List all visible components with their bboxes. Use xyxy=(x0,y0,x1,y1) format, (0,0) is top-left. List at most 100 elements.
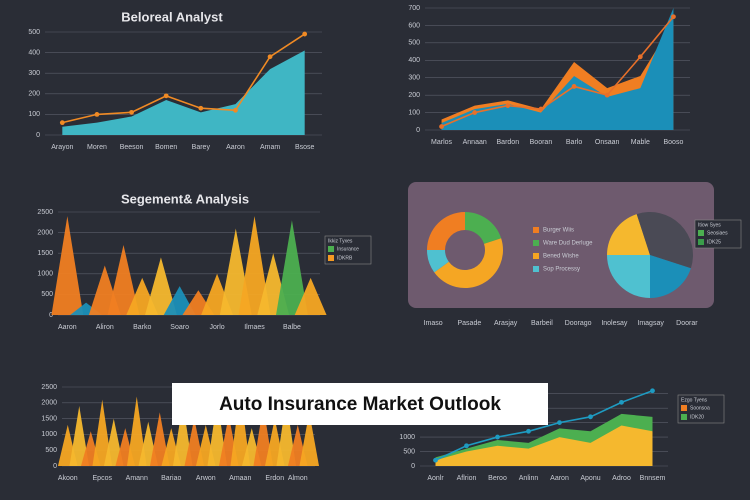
y-tick-label: 400 xyxy=(408,57,420,64)
y-tick-label: 400 xyxy=(28,49,40,56)
point xyxy=(464,443,469,449)
y-tick-label: 1000 xyxy=(37,271,53,278)
point xyxy=(538,106,544,112)
point xyxy=(129,109,134,115)
point xyxy=(302,31,308,37)
point xyxy=(557,420,562,426)
y-tick-label: 0 xyxy=(416,127,420,134)
point xyxy=(495,434,500,440)
x-tick-label: Balbe xyxy=(283,324,301,331)
peak xyxy=(51,216,84,315)
y-tick-label: 1000 xyxy=(399,434,415,441)
y-tick-label: 500 xyxy=(41,291,53,298)
x-tick-label: Imaso xyxy=(424,320,443,327)
point xyxy=(94,112,100,117)
legend-label: Bened Wishe xyxy=(543,254,579,260)
y-tick-label: 1500 xyxy=(41,415,57,422)
y-tick-label: 2500 xyxy=(37,209,53,216)
chart-title: Beloreal Analyst xyxy=(121,9,223,24)
y-tick-label: 0 xyxy=(53,463,57,470)
point xyxy=(267,54,273,60)
y-tick-label: 500 xyxy=(408,40,420,47)
point xyxy=(233,107,238,113)
chart-title: Segement& Analysis xyxy=(121,191,249,206)
pie-slice xyxy=(607,214,650,255)
legend-swatch xyxy=(533,253,539,259)
x-tick-label: Aonlr xyxy=(427,475,444,482)
banner-title: Auto Insurance Market Outlook xyxy=(219,394,501,415)
legend-swatch xyxy=(533,240,539,246)
legend-label: Insurance xyxy=(337,246,359,252)
x-tick-label: Barko xyxy=(133,324,151,331)
area xyxy=(62,50,305,135)
legend-swatch xyxy=(533,227,539,233)
legend-swatch xyxy=(698,239,704,245)
y-tick-label: 700 xyxy=(408,5,420,12)
legend-label: IDK25 xyxy=(707,239,721,245)
x-tick-label: Barlo xyxy=(566,139,582,146)
x-tick-label: Barey xyxy=(192,144,211,151)
x-tick-label: Bariao xyxy=(161,475,181,482)
area xyxy=(441,8,674,130)
legend-swatch xyxy=(681,414,687,420)
x-tick-label: Bsose xyxy=(295,144,315,151)
legend-swatch xyxy=(681,405,687,411)
x-tick-label: Arayon xyxy=(51,144,73,151)
point xyxy=(650,388,655,394)
peak xyxy=(149,412,170,466)
x-tick-label: Booran xyxy=(530,139,553,146)
pie-slice xyxy=(650,255,691,298)
y-tick-label: 2000 xyxy=(37,229,53,236)
peak xyxy=(207,399,228,466)
point xyxy=(671,14,676,20)
x-tick-label: Barbeil xyxy=(531,320,553,327)
peak xyxy=(145,257,177,315)
x-tick-label: Aliron xyxy=(96,324,114,331)
y-tick-label: 1500 xyxy=(37,250,53,257)
y-tick-label: 1000 xyxy=(41,431,57,438)
x-tick-label: Doorar xyxy=(676,320,698,327)
peak xyxy=(126,396,147,466)
x-tick-label: Epcos xyxy=(93,475,113,482)
peak xyxy=(299,412,320,466)
legend-label: Sop Processy xyxy=(543,267,580,273)
peak xyxy=(172,402,193,466)
legend-title: Ezgo Tyens xyxy=(681,397,708,403)
legend-swatch xyxy=(328,246,334,252)
donut-slice xyxy=(465,212,502,244)
y-tick-label: 500 xyxy=(403,448,415,455)
x-tick-label: Bomen xyxy=(155,144,177,151)
point xyxy=(59,120,65,126)
x-tick-label: Bnnsem xyxy=(640,475,666,482)
x-tick-label: Onsaan xyxy=(595,139,620,146)
x-tick-label: Amaan xyxy=(229,475,251,482)
peak xyxy=(69,405,90,466)
point xyxy=(588,414,593,420)
peak xyxy=(92,399,113,466)
point xyxy=(637,54,643,60)
legend-label: IDK20 xyxy=(690,414,704,420)
x-tick-label: Soaro xyxy=(170,324,189,331)
point xyxy=(505,103,511,108)
x-tick-label: Akoon xyxy=(58,475,78,482)
x-tick-label: Aaron xyxy=(550,475,569,482)
legend-label: Seosiaes xyxy=(707,230,728,236)
point xyxy=(619,399,624,405)
x-tick-label: Beeson xyxy=(120,144,144,151)
peak xyxy=(294,277,327,315)
x-tick-label: Booso xyxy=(664,139,684,146)
legend-label: Ware Dud Derluge xyxy=(543,241,593,247)
y-tick-label: 500 xyxy=(45,447,57,454)
x-tick-label: Aaron xyxy=(226,144,245,151)
x-tick-label: Doorago xyxy=(565,320,592,327)
donut-slice xyxy=(434,238,503,288)
legend-swatch xyxy=(698,230,704,236)
x-tick-label: Ilmaes xyxy=(244,324,265,331)
legend-swatch xyxy=(533,266,539,272)
legend-label: IDKRB xyxy=(337,255,353,261)
y-tick-label: 0 xyxy=(411,463,415,470)
x-tick-label: Inolesay xyxy=(601,320,628,327)
point xyxy=(163,93,169,99)
